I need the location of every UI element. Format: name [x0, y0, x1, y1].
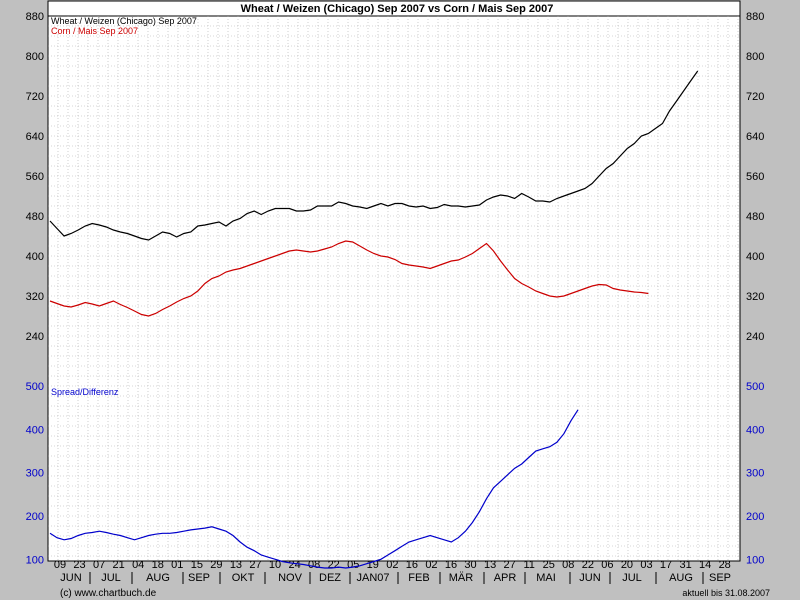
x-tick-day: 14 [699, 559, 711, 571]
x-tick-month: JUN [60, 572, 81, 584]
x-tick-day: 28 [719, 559, 731, 571]
y-tick-right-spread: 100 [746, 554, 764, 566]
x-tick-month: AUG [146, 572, 170, 584]
y-tick-left: 720 [26, 91, 44, 103]
x-tick-month: SEP [709, 572, 731, 584]
y-tick-left-spread: 100 [26, 554, 44, 566]
x-tick-day: 13 [484, 559, 496, 571]
x-tick-day: 25 [543, 559, 555, 571]
y-tick-right: 880 [746, 11, 764, 23]
x-tick-day: 27 [249, 559, 261, 571]
y-tick-left-spread: 400 [26, 424, 44, 436]
x-tick-day: 08 [562, 559, 574, 571]
series-wheat [49, 70, 699, 241]
y-tick-right: 800 [746, 51, 764, 63]
y-tick-left: 880 [26, 11, 44, 23]
y-tick-right: 400 [746, 251, 764, 263]
x-tick-day: 30 [464, 559, 476, 571]
x-tick-day: 09 [54, 559, 66, 571]
x-tick-day: 11 [523, 559, 534, 571]
plot-area [47, 15, 741, 562]
y-tick-left: 240 [26, 331, 44, 343]
x-tick-day: 02 [425, 559, 437, 571]
x-tick-day: 29 [210, 559, 222, 571]
y-tick-right: 560 [746, 171, 764, 183]
y-tick-right: 480 [746, 211, 764, 223]
x-tick-day: 21 [113, 559, 125, 571]
x-tick-month: MAI [536, 572, 556, 584]
y-tick-left: 320 [26, 291, 44, 303]
x-tick-day: 22 [582, 559, 594, 571]
x-tick-day: 17 [660, 559, 672, 571]
x-tick-day: 31 [679, 559, 691, 571]
grid [48, 16, 740, 561]
x-tick-month: JUN [579, 572, 600, 584]
x-tick-day: 08 [308, 559, 320, 571]
x-tick-day: 02 [386, 559, 398, 571]
x-tick-month: DEZ [319, 572, 341, 584]
y-tick-right-spread: 400 [746, 424, 764, 436]
x-tick-day: 20 [621, 559, 633, 571]
x-tick-month: MÄR [449, 572, 474, 584]
x-tick-day: 27 [504, 559, 516, 571]
x-tick-day: 16 [406, 559, 418, 571]
y-tick-left: 640 [26, 131, 44, 143]
footer-updated: aktuell bis 31.08.2007 [682, 588, 770, 598]
x-tick-day: 10 [269, 559, 281, 571]
legend-wheat: Wheat / Weizen (Chicago) Sep 2007 [51, 16, 197, 26]
x-tick-day: 05 [347, 559, 359, 571]
y-tick-left: 800 [26, 51, 44, 63]
x-tick-month: FEB [408, 572, 429, 584]
y-tick-right: 720 [746, 91, 764, 103]
y-tick-left-spread: 300 [26, 468, 44, 480]
x-tick-day: 19 [367, 559, 379, 571]
y-tick-right: 240 [746, 331, 764, 343]
x-tick-month: NOV [278, 572, 303, 584]
x-tick-day: 13 [230, 559, 242, 571]
y-tick-right: 320 [746, 291, 764, 303]
x-tick-month: JUL [622, 572, 642, 584]
x-tick-day: 06 [601, 559, 613, 571]
x-tick-day: 07 [93, 559, 105, 571]
legend-corn: Corn / Mais Sep 2007 [51, 26, 138, 36]
y-tick-right-spread: 200 [746, 511, 764, 523]
y-tick-right-spread: 300 [746, 468, 764, 480]
x-tick-month: JAN07 [356, 572, 389, 584]
x-tick-day: 18 [152, 559, 164, 571]
x-tick-day: 23 [73, 559, 85, 571]
x-tick-day: 04 [132, 559, 144, 571]
x-tick-day: 16 [445, 559, 457, 571]
y-tick-left: 480 [26, 211, 44, 223]
y-tick-right-spread: 500 [746, 381, 764, 393]
x-tick-day: 03 [640, 559, 652, 571]
y-tick-left: 400 [26, 251, 44, 263]
y-tick-left-spread: 200 [26, 511, 44, 523]
y-tick-left-spread: 500 [26, 381, 44, 393]
y-axes: 240 240 320 320 400 400 480 480 560 560 640 640 720 7… [26, 11, 765, 566]
x-tick-month: OKT [232, 572, 255, 584]
chart-title: Wheat / Weizen (Chicago) Sep 2007 vs Cor… [241, 3, 554, 15]
y-tick-left: 560 [26, 171, 44, 183]
y-tick-right: 640 [746, 131, 764, 143]
x-tick-day: 22 [328, 559, 340, 571]
series-corn [49, 240, 649, 317]
series-layer [49, 70, 699, 569]
x-tick-month: APR [494, 572, 517, 584]
legend-spread: Spread/Differenz [51, 387, 119, 397]
series-spread [49, 409, 579, 569]
x-tick-month: AUG [669, 572, 693, 584]
footer-copyright: (c) www.chartbuch.de [60, 588, 157, 599]
x-tick-month: SEP [188, 572, 210, 584]
x-tick-day: 15 [191, 559, 203, 571]
x-tick-month: JUL [101, 572, 121, 584]
x-tick-day: 24 [288, 559, 300, 571]
x-tick-day: 01 [171, 559, 183, 571]
